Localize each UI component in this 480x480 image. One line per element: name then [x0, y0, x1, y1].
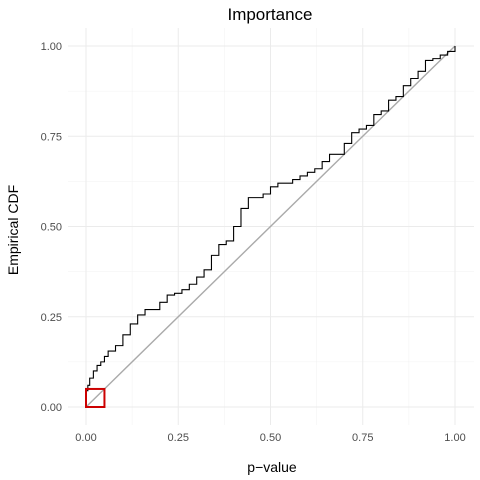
x-tick-label: 0.00	[75, 432, 96, 444]
y-tick-label: 0.50	[41, 222, 62, 234]
tick-layer: 0.00 0.25 0.50 0.75 1.00 0.00 0.25 0.50 0.75 1.00	[41, 41, 466, 444]
y-tick-label: 0.00	[41, 402, 62, 414]
x-tick-label: 0.25	[168, 432, 189, 444]
highlight-box	[85, 387, 106, 409]
x-tick-label: 1.00	[444, 432, 465, 444]
y-tick-label: 1.00	[41, 41, 62, 53]
uniform-reference-line	[85, 45, 456, 408]
y-tick-label: 0.75	[41, 131, 62, 143]
x-axis-title: p−value	[247, 459, 297, 475]
annotation-layer	[85, 387, 106, 409]
x-tick-label: 0.50	[260, 432, 281, 444]
x-tick-label: 0.75	[352, 432, 373, 444]
y-tick-label: 0.25	[41, 312, 62, 324]
ecdf-step-line	[86, 46, 456, 392]
y-axis-title: Empirical CDF	[5, 185, 21, 275]
chart-title: Importance	[227, 5, 312, 24]
series-layer	[85, 45, 456, 408]
grid-layer	[68, 28, 474, 425]
